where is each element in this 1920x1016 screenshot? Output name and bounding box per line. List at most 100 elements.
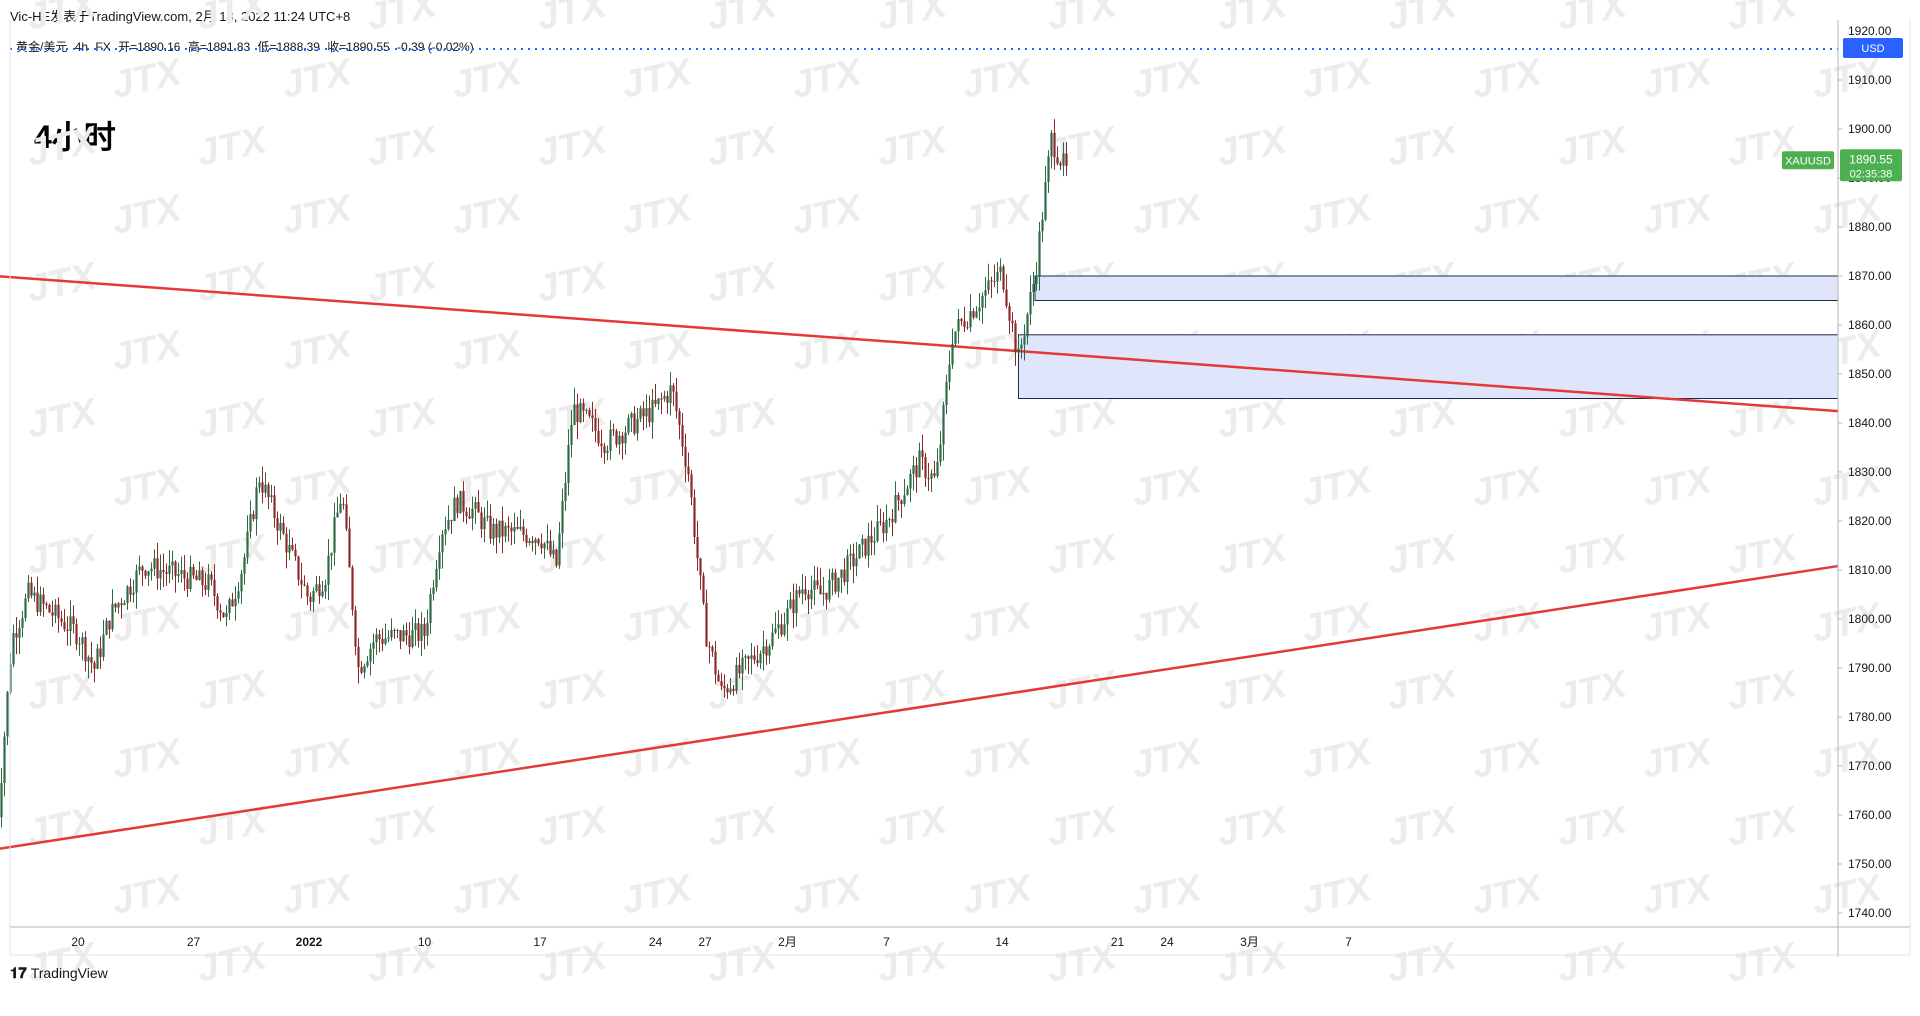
watermark-text: JTX (1043, 527, 1122, 583)
candle-body (18, 627, 21, 638)
watermark-text: JTX (448, 323, 527, 379)
candle-body (984, 290, 987, 296)
candle-body (801, 589, 804, 594)
candle-body (162, 570, 165, 572)
candle-body (795, 590, 798, 614)
candle-body (759, 653, 762, 664)
watermark-text: JTX (788, 51, 867, 107)
candle-body (72, 616, 75, 625)
candle-body (351, 567, 354, 611)
candle-body (147, 571, 150, 576)
watermark-text: JTX (958, 731, 1037, 787)
watermark-text: JTX (1638, 867, 1717, 923)
watermark-text: JTX (873, 799, 952, 855)
price-tick-label: 1910.00 (1848, 73, 1892, 87)
candle-body (639, 408, 642, 419)
candle-body (285, 533, 288, 553)
candle-body (825, 592, 828, 600)
watermark-text: JTX (703, 799, 782, 855)
symbol-interval[interactable]: 4h (74, 40, 89, 54)
candle-body (576, 404, 579, 423)
candle-body (564, 483, 567, 502)
candle-body (417, 623, 420, 641)
candle-body (552, 549, 555, 555)
candle-body (969, 311, 972, 328)
candle-body (822, 592, 825, 595)
candle-body (399, 630, 402, 642)
candle-body (174, 561, 177, 576)
watermark-text: JTX (1553, 119, 1632, 175)
candle-body (720, 681, 723, 686)
candle-body (537, 539, 540, 544)
watermark-text: JTX (958, 595, 1037, 651)
symbol-name[interactable]: 黄金/美元 (16, 40, 68, 54)
watermark-text: JTX (363, 663, 442, 719)
candle-body (648, 408, 651, 423)
publisher-text[interactable]: Vic-HE发表于TradingView.com, (10, 9, 192, 24)
candle-body (957, 319, 960, 332)
watermark-text: JTX (448, 595, 527, 651)
tradingview-logo[interactable]: 𝟏𝟕 TradingView (10, 965, 108, 982)
candle-body (561, 501, 564, 534)
candle-layer (0, 119, 1068, 828)
watermark-text: JTX (1298, 187, 1377, 243)
candle-body (954, 331, 957, 344)
candle-body (573, 404, 576, 426)
watermark-text: JTX (873, 0, 952, 39)
watermark-text: JTX (193, 799, 272, 855)
candle-body (693, 497, 696, 538)
symbol-badge-label: XAUUSD (1785, 155, 1831, 167)
candle-body (933, 473, 936, 477)
watermark-text: JTX (788, 731, 867, 787)
candle-body (507, 525, 510, 528)
candle-body (327, 555, 330, 585)
price-tick-label: 1820.00 (1848, 514, 1892, 528)
candle-body (1056, 157, 1059, 164)
candle-body (99, 648, 102, 657)
trendline-lower (0, 564, 1839, 850)
candle-body (588, 410, 591, 416)
candle-body (834, 572, 837, 592)
candle-body (624, 432, 627, 444)
watermark-text: JTX (363, 391, 442, 447)
watermark-text: JTX (108, 595, 187, 651)
candle-body (756, 660, 759, 664)
watermark-text: JTX (448, 867, 527, 923)
ohlc-change: -0.39 (-0.02%) (397, 40, 474, 54)
candle-body (246, 531, 249, 558)
watermark-text: JTX (193, 119, 272, 175)
watermark-text: JTX (533, 255, 612, 311)
candle-body (486, 515, 489, 518)
candle-body (627, 417, 630, 433)
watermark-text: JTX (958, 51, 1037, 107)
watermark-text: JTX (1383, 935, 1462, 991)
watermark-text: JTX (1043, 391, 1122, 447)
candle-body (501, 520, 504, 537)
candle-body (858, 544, 861, 559)
candle-body (912, 465, 915, 474)
candle-body (441, 534, 444, 553)
candle-body (690, 474, 693, 498)
candle-body (102, 634, 105, 657)
candle-body (864, 538, 867, 556)
watermark-text: JTX (618, 187, 697, 243)
watermark-text: JTX (618, 51, 697, 107)
candle-body (663, 395, 666, 400)
watermark-text: JTX (703, 0, 782, 39)
watermark-text: JTX (1468, 867, 1547, 923)
candle-body (783, 624, 786, 635)
price-tick-label: 1810.00 (1848, 563, 1892, 577)
candle-body (525, 534, 528, 543)
candle-body (468, 516, 471, 519)
candle-body (363, 666, 366, 673)
candle-body (156, 558, 159, 579)
watermark-text: JTX (1468, 731, 1547, 787)
candle-body (249, 514, 252, 532)
candle-body (144, 570, 147, 576)
candle-body (264, 484, 267, 493)
candle-body (846, 555, 849, 582)
candle-body (333, 517, 336, 553)
candle-body (75, 624, 78, 645)
watermark-text: JTX (618, 731, 697, 787)
